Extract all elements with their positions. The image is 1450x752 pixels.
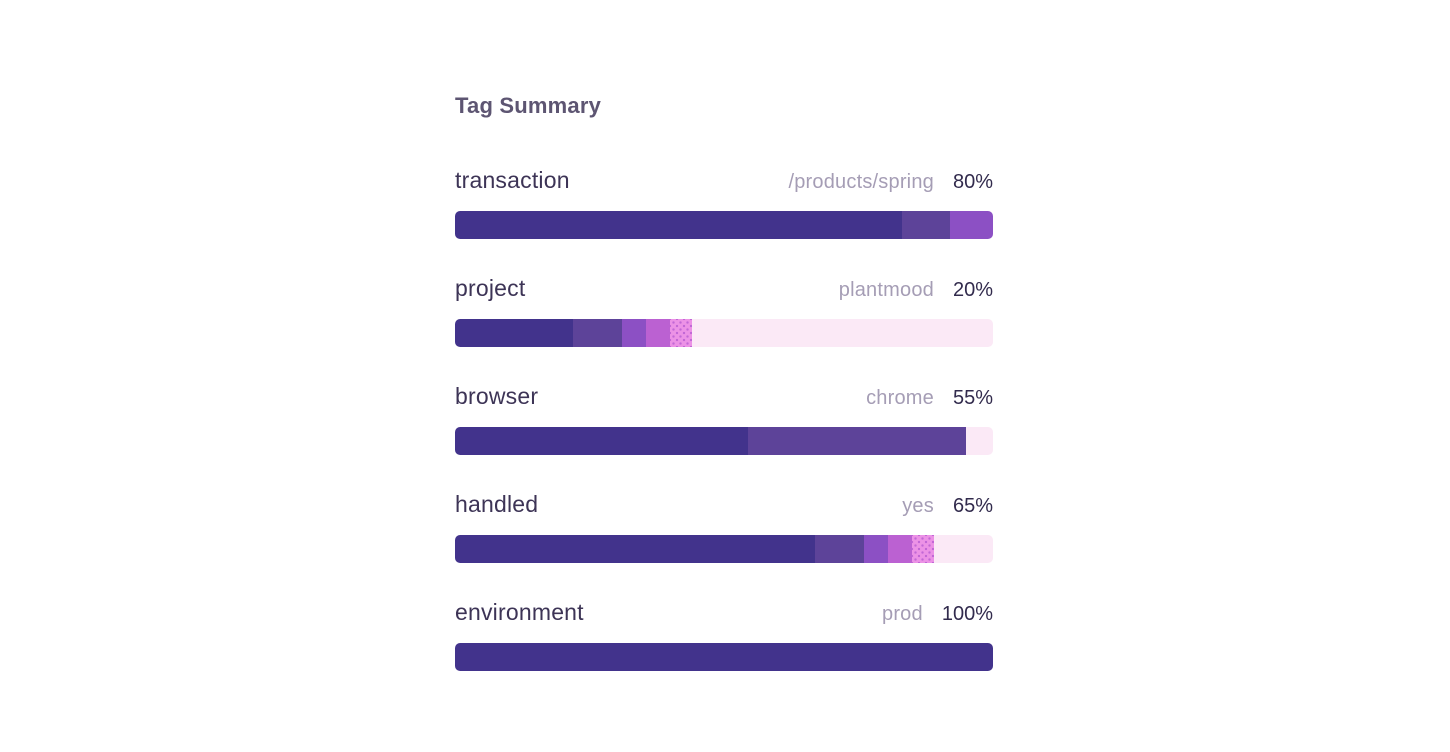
- tag-top-value: plantmood: [838, 279, 934, 301]
- tag-bar-segment[interactable]: [966, 427, 993, 455]
- tag-row-header: transaction/products/spring 80%: [455, 166, 993, 196]
- tag-top-percent: 100%: [941, 603, 993, 625]
- tag-row: transaction/products/spring 80%: [455, 166, 993, 239]
- tag-bar-segment[interactable]: [455, 643, 993, 671]
- tag-name: environment: [455, 599, 584, 625]
- tag-bar-segment[interactable]: [901, 211, 950, 239]
- tag-distribution-bar: [455, 643, 993, 671]
- tag-top-percent: 80%: [952, 171, 993, 193]
- tag-row: environment prod 100%: [455, 598, 993, 671]
- tag-rows: transaction/products/spring 80% project pla…: [455, 166, 993, 671]
- tag-bar-segment[interactable]: [455, 319, 574, 347]
- tag-bar-segment[interactable]: [815, 535, 864, 563]
- tag-row-header: environment prod 100%: [455, 598, 993, 628]
- tag-row: handled yes 65%: [455, 490, 993, 563]
- tag-bar-segment[interactable]: [455, 211, 902, 239]
- tag-bar-segment[interactable]: [949, 211, 993, 239]
- tag-summary-panel: Tag Summary transaction/products/spring 8…: [455, 93, 993, 706]
- tag-top-value: /products/spring: [788, 171, 934, 193]
- tag-bar-segment[interactable]: [573, 319, 622, 347]
- tag-name: project: [455, 275, 526, 301]
- tag-bar-segment[interactable]: [455, 427, 749, 455]
- tag-distribution-bar: [455, 319, 993, 347]
- tag-top-percent: 55%: [952, 387, 993, 409]
- tag-name: browser: [455, 383, 539, 409]
- tag-distribution-bar: [455, 211, 993, 239]
- tag-bar-segment[interactable]: [912, 535, 934, 563]
- tag-distribution-bar: [455, 535, 993, 563]
- tag-bar-segment[interactable]: [691, 319, 993, 347]
- tag-bar-segment[interactable]: [670, 319, 692, 347]
- tag-name: transaction: [455, 167, 570, 193]
- tag-top-value: chrome: [866, 387, 934, 409]
- tag-row: project plantmood 20%: [455, 274, 993, 347]
- tag-row-header: project plantmood 20%: [455, 274, 993, 304]
- tag-bar-segment[interactable]: [888, 535, 913, 563]
- tag-summary-title: Tag Summary: [455, 93, 602, 118]
- tag-top-value: yes: [902, 495, 934, 517]
- tag-bar-segment[interactable]: [645, 319, 671, 347]
- tag-name: handled: [455, 491, 539, 517]
- tag-bar-segment[interactable]: [863, 535, 889, 563]
- tag-bar-segment[interactable]: [933, 535, 993, 563]
- tag-bar-segment[interactable]: [455, 535, 816, 563]
- tag-bar-segment[interactable]: [748, 427, 967, 455]
- tag-bar-segment[interactable]: [621, 319, 646, 347]
- tag-row-header: browser chrome 55%: [455, 382, 993, 412]
- tag-row: browser chrome 55%: [455, 382, 993, 455]
- tag-row-header: handled yes 65%: [455, 490, 993, 520]
- tag-top-percent: 20%: [952, 279, 993, 301]
- tag-top-percent: 65%: [952, 495, 993, 517]
- tag-top-value: prod: [882, 603, 923, 625]
- tag-distribution-bar: [455, 427, 993, 455]
